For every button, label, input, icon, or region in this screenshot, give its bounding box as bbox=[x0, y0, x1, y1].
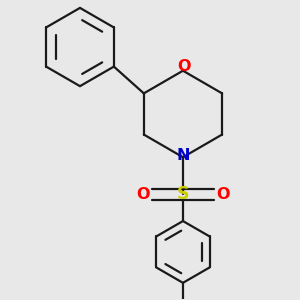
Text: O: O bbox=[136, 187, 149, 202]
Text: N: N bbox=[176, 148, 190, 163]
Text: S: S bbox=[177, 185, 189, 203]
Text: O: O bbox=[177, 59, 191, 74]
Text: O: O bbox=[216, 187, 230, 202]
